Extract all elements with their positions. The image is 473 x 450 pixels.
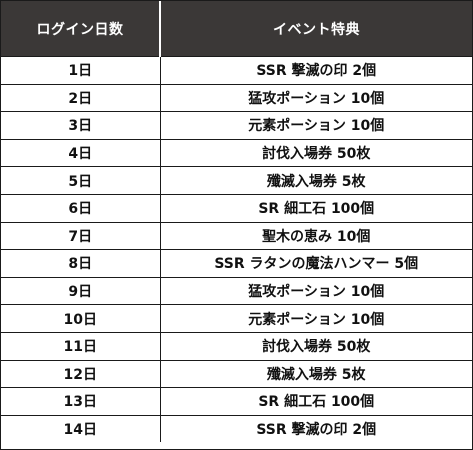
- table-row: 8日 SSR ラタンの魔法ハンマー 5個: [1, 249, 472, 278]
- reward-cell: 討伐入場券 50枚: [160, 139, 472, 168]
- table-body: 1日 SSR 撃滅の印 2個 2日 猛攻ポーション 10個 3日 元素ポーション…: [1, 56, 472, 443]
- reward-cell: 元素ポーション 10個: [160, 304, 472, 333]
- reward-cell: 聖木の恵み 10個: [160, 222, 472, 251]
- table-row: 4日 討伐入場券 50枚: [1, 139, 472, 168]
- table-row: 2日 猛攻ポーション 10個: [1, 84, 472, 113]
- table-row: 1日 SSR 撃滅の印 2個: [1, 56, 472, 85]
- reward-cell: 元素ポーション 10個: [160, 111, 472, 140]
- login-day-cell: 1日: [1, 56, 161, 85]
- header-row: ログイン日数 イベント特典: [1, 1, 472, 57]
- login-day-cell: 3日: [1, 111, 161, 140]
- login-day-cell: 4日: [1, 139, 161, 168]
- reward-cell: 殲滅入場券 5枚: [160, 166, 472, 195]
- login-day-cell: 11日: [1, 332, 161, 361]
- login-day-cell: 2日: [1, 84, 161, 113]
- login-day-cell: 14日: [1, 415, 161, 443]
- login-day-cell: 13日: [1, 387, 161, 416]
- login-day-cell: 6日: [1, 194, 161, 223]
- reward-cell: SR 細工石 100個: [160, 194, 472, 223]
- login-day-cell: 8日: [1, 249, 161, 278]
- login-day-cell: 9日: [1, 277, 161, 306]
- login-day-cell: 7日: [1, 222, 161, 251]
- table-row: 14日 SSR 撃滅の印 2個: [1, 415, 472, 443]
- reward-cell: SSR 撃滅の印 2個: [256, 422, 377, 439]
- table-row: 5日 殲滅入場券 5枚: [1, 166, 472, 195]
- table-row: 7日 聖木の恵み 10個: [1, 222, 472, 251]
- reward-cell: SR 細工石 100個: [160, 387, 472, 416]
- table-row: 12日 殲滅入場券 5枚: [1, 360, 472, 389]
- reward-cell: 猛攻ポーション 10個: [160, 277, 472, 306]
- table-row: 6日 SR 細工石 100個: [1, 194, 472, 223]
- header-login-days: ログイン日数: [1, 1, 161, 57]
- login-day-cell: 12日: [1, 360, 161, 389]
- reward-cell: 殲滅入場券 5枚: [160, 360, 472, 389]
- table-row: 13日 SR 細工石 100個: [1, 387, 472, 416]
- reward-cell: SSR 撃滅の印 2個: [160, 56, 472, 85]
- reward-cell: 猛攻ポーション 10個: [160, 84, 472, 113]
- login-day-cell: 5日: [1, 166, 161, 195]
- table-row: 10日 元素ポーション 10個: [1, 304, 472, 333]
- table-row: 9日 猛攻ポーション 10個: [1, 277, 472, 306]
- reward-cell: 討伐入場券 50枚: [160, 332, 472, 361]
- login-bonus-table: ログイン日数 イベント特典 1日 SSR 撃滅の印 2個 2日 猛攻ポーション …: [1, 1, 472, 443]
- table-header: ログイン日数 イベント特典: [1, 1, 472, 57]
- table-row: 11日 討伐入場券 50枚: [1, 332, 472, 361]
- table-row: 3日 元素ポーション 10個: [1, 111, 472, 140]
- header-event-reward: イベント特典: [160, 1, 472, 57]
- reward-cell: SSR ラタンの魔法ハンマー 5個: [160, 249, 472, 278]
- login-day-cell: 10日: [1, 304, 161, 333]
